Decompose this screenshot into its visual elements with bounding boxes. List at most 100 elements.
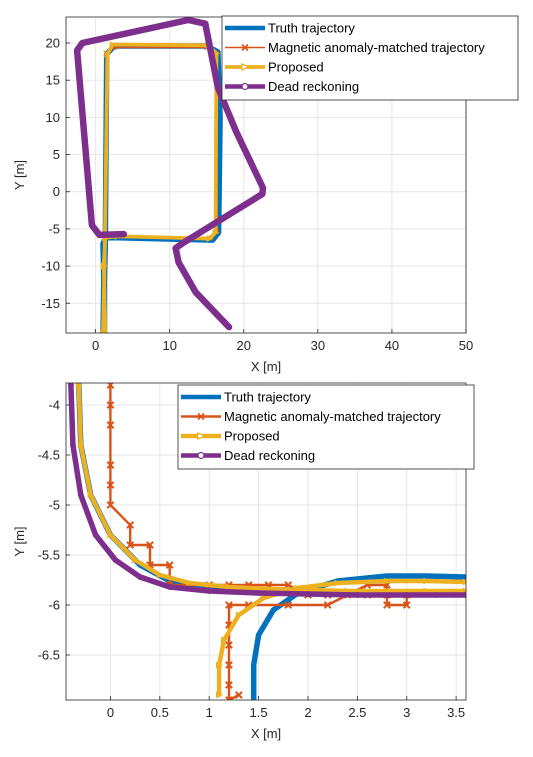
data-point-magnetic	[226, 702, 232, 708]
data-point-dead-reckoning	[226, 324, 232, 330]
data-point-dead-reckoning	[463, 592, 466, 598]
data-point-proposed	[220, 636, 228, 644]
data-point-dead-reckoning	[260, 185, 266, 191]
y-tick-label: 5	[53, 147, 60, 162]
data-point-dead-reckoning	[192, 289, 199, 296]
data-point-dead-reckoning	[172, 245, 179, 252]
data-point-proposed	[77, 441, 85, 449]
chart-panel-2: 0 0.5 1 1.5 2 2.5 3 3.5 -6.5 -6 -5.5 -5 -4.5 -4 X [m] Y…	[12, 382, 475, 741]
data-point-proposed	[334, 579, 342, 587]
x-tick-label: 50	[459, 338, 473, 353]
series-line-proposed	[76, 383, 466, 594]
data-point-magnetic	[165, 561, 174, 569]
data-point-magnetic	[106, 383, 115, 389]
data-point-dead-reckoning	[120, 231, 127, 238]
data-point-magnetic	[225, 661, 233, 669]
data-point-magnetic	[234, 691, 243, 699]
data-point-proposed	[462, 578, 466, 586]
data-point-magnetic	[284, 581, 293, 589]
legend-label-truth: Truth trajectory	[224, 390, 311, 405]
y-tick-label: -4.5	[38, 448, 60, 463]
x-tick-label: 0	[92, 338, 99, 353]
y-axis-label: Y [m]	[12, 526, 27, 556]
data-point-dead-reckoning	[96, 231, 103, 238]
data-point-dead-reckoning	[77, 492, 84, 498]
data-point-dead-reckoning	[166, 584, 173, 590]
y-tick-label: -4	[48, 398, 60, 413]
y-tick-label: -5	[48, 498, 60, 513]
data-point-magnetic	[225, 681, 233, 689]
data-point-magnetic	[284, 601, 293, 609]
data-point-magnetic	[126, 541, 135, 549]
legend-label-proposed: Proposed	[224, 429, 280, 444]
x-tick-label: 1	[206, 705, 213, 720]
legend-label-magnetic: Magnetic anomaly-matched trajectory	[224, 409, 441, 424]
x-tick-label: 2.5	[348, 705, 366, 720]
y-tick-label: -15	[41, 296, 60, 311]
data-point-dead-reckoning	[305, 591, 311, 597]
data-point-proposed	[265, 585, 273, 593]
data-point-magnetic	[106, 421, 115, 429]
data-point-proposed	[260, 594, 268, 602]
data-point-proposed	[383, 577, 391, 585]
data-point-proposed	[186, 579, 194, 587]
data-point-proposed	[212, 229, 220, 237]
legend-label-proposed: Proposed	[268, 60, 324, 75]
data-point-proposed	[102, 329, 109, 333]
y-axis-label: Y [m]	[12, 160, 27, 190]
legend-label-truth: Truth trajectory	[268, 21, 355, 36]
legend-marker-proposed	[241, 62, 250, 72]
y-tick-label: -6	[48, 598, 60, 613]
y-tick-label: -6.5	[38, 648, 60, 663]
x-axis-label: X [m]	[251, 359, 281, 374]
legend-label-dead-reckoning: Dead reckoning	[224, 448, 315, 463]
legend-marker-dead-reckoning	[241, 82, 249, 91]
series-group	[68, 383, 466, 708]
x-tick-label: 30	[311, 338, 325, 353]
data-point-magnetic	[146, 541, 154, 549]
y-tick-label: -5.5	[38, 548, 60, 563]
data-point-dead-reckoning	[175, 259, 182, 266]
data-point-dead-reckoning	[137, 574, 143, 580]
data-point-dead-reckoning	[214, 84, 221, 91]
legend: Truth trajectory Magnetic anomaly-matched…	[177, 384, 475, 470]
data-point-magnetic	[225, 641, 233, 649]
data-point-proposed	[156, 571, 164, 579]
data-point-proposed	[75, 383, 83, 389]
x-tick-label: 3.5	[447, 705, 465, 720]
data-point-proposed	[423, 577, 431, 585]
y-tick-label: 0	[53, 184, 60, 199]
legend: Truth trajectory Magnetic anomaly-matched…	[221, 15, 519, 101]
x-tick-label: 20	[237, 338, 251, 353]
series-line-dead-reckoning	[68, 383, 466, 598]
y-tick-label: 15	[46, 73, 60, 88]
data-point-proposed	[215, 661, 223, 669]
y-tick-label: -10	[41, 259, 60, 274]
data-point-magnetic	[323, 601, 332, 609]
x-tick-label: 1.5	[250, 705, 268, 720]
x-axis-label: X [m]	[251, 726, 281, 741]
y-tick-label: -5	[48, 221, 60, 236]
data-point-magnetic	[106, 481, 115, 489]
series-group	[73, 17, 267, 333]
data-point-dead-reckoning	[233, 129, 240, 136]
data-point-dead-reckoning	[433, 592, 440, 598]
data-point-dead-reckoning	[112, 557, 119, 563]
data-point-magnetic	[106, 461, 115, 469]
data-point-dead-reckoning	[68, 383, 74, 388]
legend-label-magnetic: Magnetic anomaly-matched trajectory	[268, 40, 485, 55]
data-point-proposed	[215, 691, 223, 699]
series-line-proposed	[101, 42, 219, 333]
data-point-dead-reckoning	[403, 592, 410, 598]
legend-marker-magnetic	[197, 412, 205, 421]
x-tick-label: 3	[403, 705, 410, 720]
data-point-magnetic	[383, 601, 391, 609]
x-tick-label: 0.5	[151, 705, 169, 720]
legend-marker-dead-reckoning	[197, 451, 205, 460]
data-point-dead-reckoning	[202, 20, 209, 27]
data-point-dead-reckoning	[185, 17, 192, 23]
data-point-dead-reckoning	[89, 222, 95, 229]
axes-box	[65, 382, 467, 701]
